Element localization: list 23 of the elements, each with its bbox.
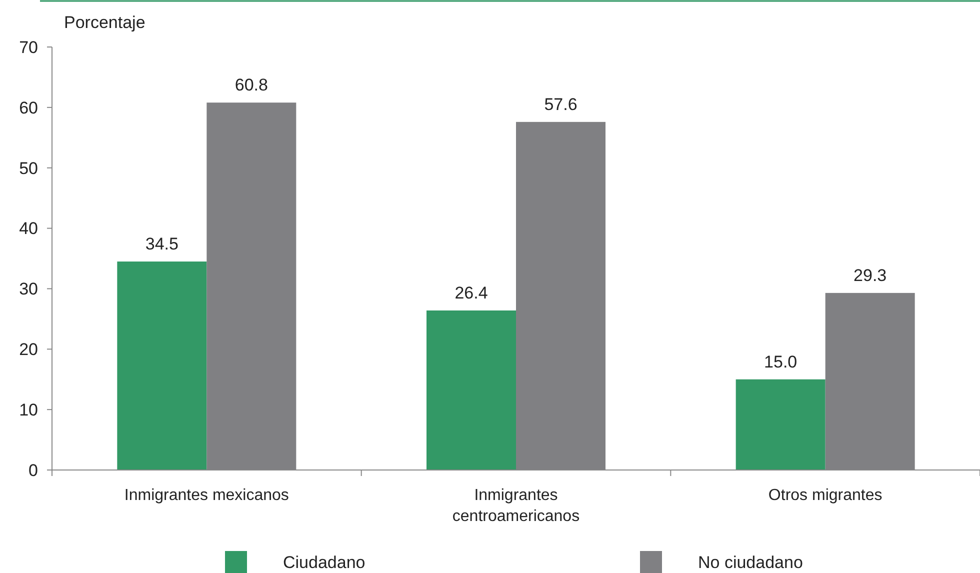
bar — [117, 262, 207, 470]
x-tick-label: Inmigrantes centroamericanos — [452, 487, 580, 525]
text: 34.5 — [145, 234, 178, 254]
y-tick-label: 20 — [19, 340, 38, 360]
y-tick-label: 10 — [19, 400, 38, 420]
text: 26.4 — [454, 283, 488, 302]
y-axis-title: Porcentaje — [64, 13, 146, 32]
y-tick-label: 30 — [19, 280, 38, 299]
y-tick-label: 70 — [19, 38, 38, 57]
text: 60.8 — [234, 76, 268, 95]
bar — [426, 310, 516, 470]
y-tick-label: 40 — [19, 219, 38, 238]
text: 29.3 — [854, 266, 887, 285]
text: 15.0 — [764, 352, 798, 372]
legend-label: No ciudadano — [698, 552, 803, 572]
y-tick-label: 60 — [19, 98, 38, 118]
legend-label: Ciudadano — [283, 552, 366, 572]
text: 57.6 — [544, 94, 578, 114]
y-tick-label: 0 — [28, 460, 38, 480]
bar — [736, 379, 826, 470]
x-tick-label: Otros migrantes — [768, 487, 882, 504]
x-tick-label: Inmigrantes mexicanos — [124, 487, 289, 504]
y-tick-label: 50 — [19, 158, 38, 178]
